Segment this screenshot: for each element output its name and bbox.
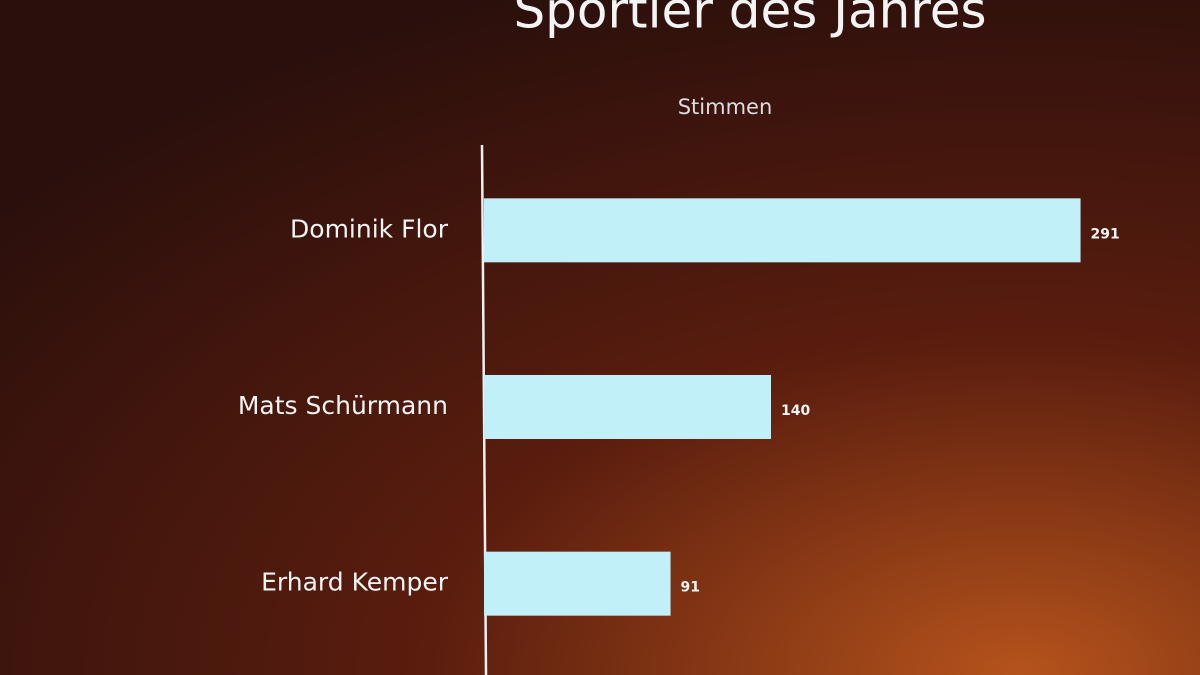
bar bbox=[484, 375, 771, 439]
value-label: 91 bbox=[681, 580, 700, 596]
category-label: Dominik Flor bbox=[290, 214, 449, 243]
value-label: 140 bbox=[781, 403, 810, 419]
value-label: 291 bbox=[1091, 226, 1120, 242]
category-label: Mats Schürmann bbox=[238, 391, 448, 420]
bar bbox=[484, 551, 671, 616]
chart-title: Sportler des Jahres bbox=[513, 0, 986, 40]
series-label: Stimmen bbox=[678, 95, 773, 119]
bar bbox=[484, 198, 1081, 263]
category-label: Erhard Kemper bbox=[261, 568, 449, 597]
